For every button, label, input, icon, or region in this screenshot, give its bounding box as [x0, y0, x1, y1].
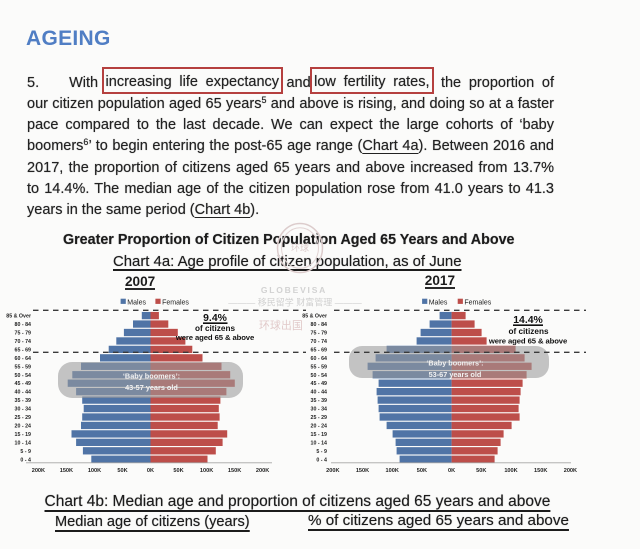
- svg-text:200K: 200K: [564, 468, 577, 474]
- svg-text:75 - 79: 75 - 79: [311, 331, 328, 337]
- svg-text:15 - 19: 15 - 19: [311, 432, 328, 438]
- svg-text:50K: 50K: [476, 468, 486, 474]
- svg-text:50K: 50K: [417, 468, 427, 474]
- svg-text:0K: 0K: [448, 468, 455, 474]
- svg-text:100K: 100K: [504, 468, 517, 474]
- svg-text:50 - 54: 50 - 54: [311, 373, 328, 379]
- svg-text:70 - 74: 70 - 74: [311, 339, 328, 345]
- svg-text:——— 移民留学 财富管理 ———: ——— 移民留学 财富管理 ———: [228, 297, 362, 308]
- svg-text:60 - 64: 60 - 64: [15, 356, 32, 362]
- svg-text:85 & Over: 85 & Over: [6, 314, 31, 320]
- svg-text:GLOBEVISA: GLOBEVISA: [261, 285, 327, 295]
- svg-text:25 - 29: 25 - 29: [311, 415, 328, 421]
- svg-text:环球: 环球: [291, 242, 309, 253]
- svg-text:45 - 49: 45 - 49: [15, 381, 32, 387]
- svg-text:150K: 150K: [356, 468, 369, 474]
- svg-text:0 - 4: 0 - 4: [316, 457, 327, 463]
- svg-text:were aged 65 & above: were aged 65 & above: [175, 333, 255, 342]
- svg-text:100K: 100K: [88, 468, 101, 474]
- svg-text:150K: 150K: [228, 468, 241, 474]
- svg-text:15 - 19: 15 - 19: [15, 432, 32, 438]
- svg-text:100K: 100K: [200, 468, 213, 474]
- svg-text:50K: 50K: [117, 468, 127, 474]
- svg-text:14.4%: 14.4%: [513, 315, 542, 326]
- svg-text:10 - 14: 10 - 14: [15, 440, 32, 446]
- svg-text:30 - 34: 30 - 34: [311, 407, 328, 413]
- svg-text:75 - 79: 75 - 79: [15, 331, 32, 337]
- svg-text:10 - 14: 10 - 14: [311, 440, 328, 446]
- svg-text:9.4%: 9.4%: [203, 313, 227, 324]
- svg-text:35 - 39: 35 - 39: [311, 398, 328, 404]
- svg-text:30 - 34: 30 - 34: [15, 407, 32, 413]
- svg-text:200K: 200K: [326, 468, 339, 474]
- svg-text:80 - 84: 80 - 84: [311, 322, 328, 328]
- svg-text:‘Baby boomers’:: ‘Baby boomers’:: [426, 359, 483, 368]
- svg-text:40 - 44: 40 - 44: [15, 390, 32, 396]
- svg-text:Males: Males: [429, 299, 448, 306]
- svg-text:65 - 69: 65 - 69: [311, 347, 328, 353]
- svg-text:65 - 69: 65 - 69: [15, 347, 32, 353]
- svg-text:35 - 39: 35 - 39: [15, 398, 32, 404]
- svg-text:50 - 54: 50 - 54: [15, 373, 32, 379]
- svg-text:25 - 29: 25 - 29: [15, 415, 32, 421]
- svg-text:200K: 200K: [256, 468, 269, 474]
- svg-text:43-57 years old: 43-57 years old: [125, 383, 178, 392]
- svg-text:53-67 years old: 53-67 years old: [429, 370, 482, 379]
- svg-text:5 - 9: 5 - 9: [316, 449, 327, 455]
- svg-text:0K: 0K: [147, 468, 154, 474]
- svg-text:55 - 59: 55 - 59: [311, 364, 328, 370]
- svg-text:40 - 44: 40 - 44: [311, 390, 328, 396]
- svg-text:Females: Females: [162, 299, 189, 306]
- svg-text:100K: 100K: [386, 468, 399, 474]
- svg-text:80 - 84: 80 - 84: [15, 322, 32, 328]
- svg-text:45 - 49: 45 - 49: [311, 381, 328, 387]
- svg-text:20 - 24: 20 - 24: [311, 423, 328, 429]
- svg-text:Females: Females: [464, 299, 491, 306]
- svg-text:200K: 200K: [32, 468, 45, 474]
- svg-text:55 - 59: 55 - 59: [15, 364, 32, 370]
- svg-text:0 - 4: 0 - 4: [20, 457, 31, 463]
- svg-text:60 - 64: 60 - 64: [311, 356, 328, 362]
- svg-text:70 - 74: 70 - 74: [15, 339, 32, 345]
- svg-text:were aged 65 & above: were aged 65 & above: [488, 336, 568, 345]
- svg-text:20 - 24: 20 - 24: [15, 423, 32, 429]
- svg-text:‘Baby boomers’:: ‘Baby boomers’:: [123, 372, 180, 381]
- svg-text:Males: Males: [127, 299, 146, 306]
- svg-text:of citizens: of citizens: [195, 324, 235, 333]
- svg-text:150K: 150K: [60, 468, 73, 474]
- svg-text:环球出国: 环球出国: [259, 318, 303, 332]
- svg-text:150K: 150K: [534, 468, 547, 474]
- svg-text:85 & Over: 85 & Over: [302, 314, 327, 320]
- svg-text:50K: 50K: [173, 468, 183, 474]
- svg-text:5 - 9: 5 - 9: [20, 449, 31, 455]
- svg-text:of citizens: of citizens: [508, 327, 548, 336]
